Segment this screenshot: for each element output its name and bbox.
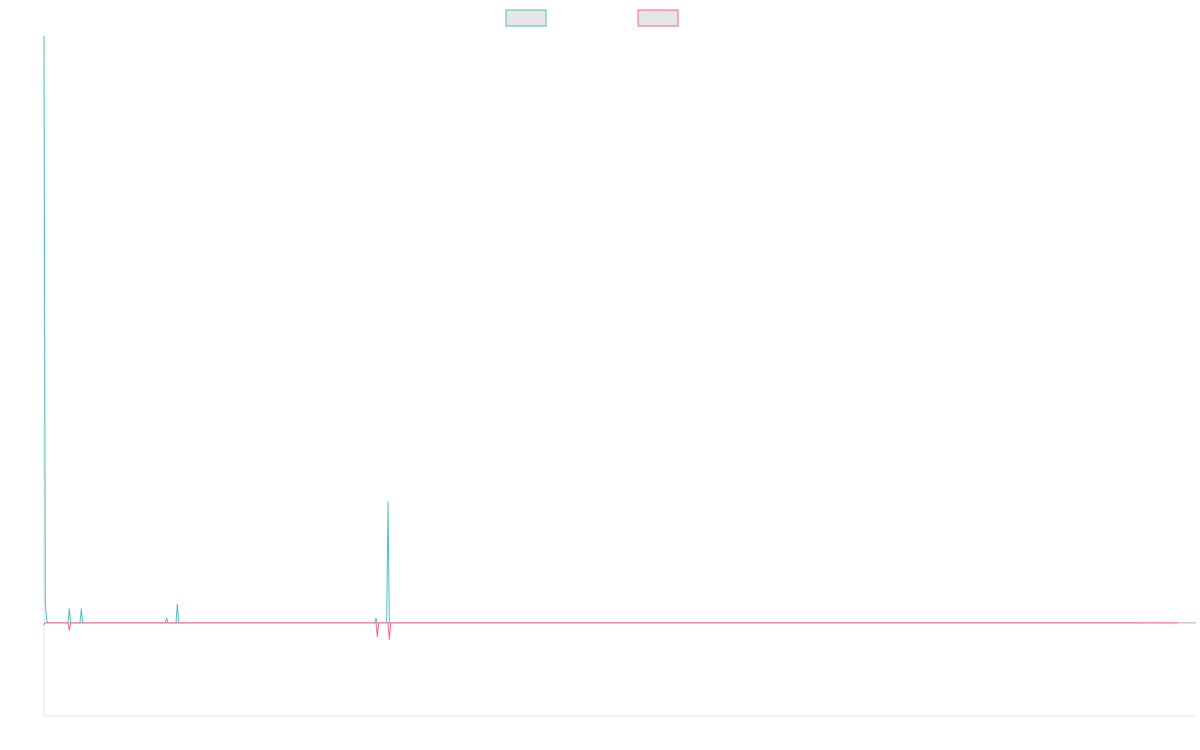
- series-line-1: [43, 35, 1138, 624]
- legend-swatch-series-2[interactable]: [637, 9, 679, 27]
- legend-swatch-series-1[interactable]: [505, 9, 547, 27]
- axes: [43, 36, 1196, 717]
- series-layer: [43, 35, 1178, 641]
- legend: [505, 9, 679, 27]
- series-line-2: [43, 622, 1178, 641]
